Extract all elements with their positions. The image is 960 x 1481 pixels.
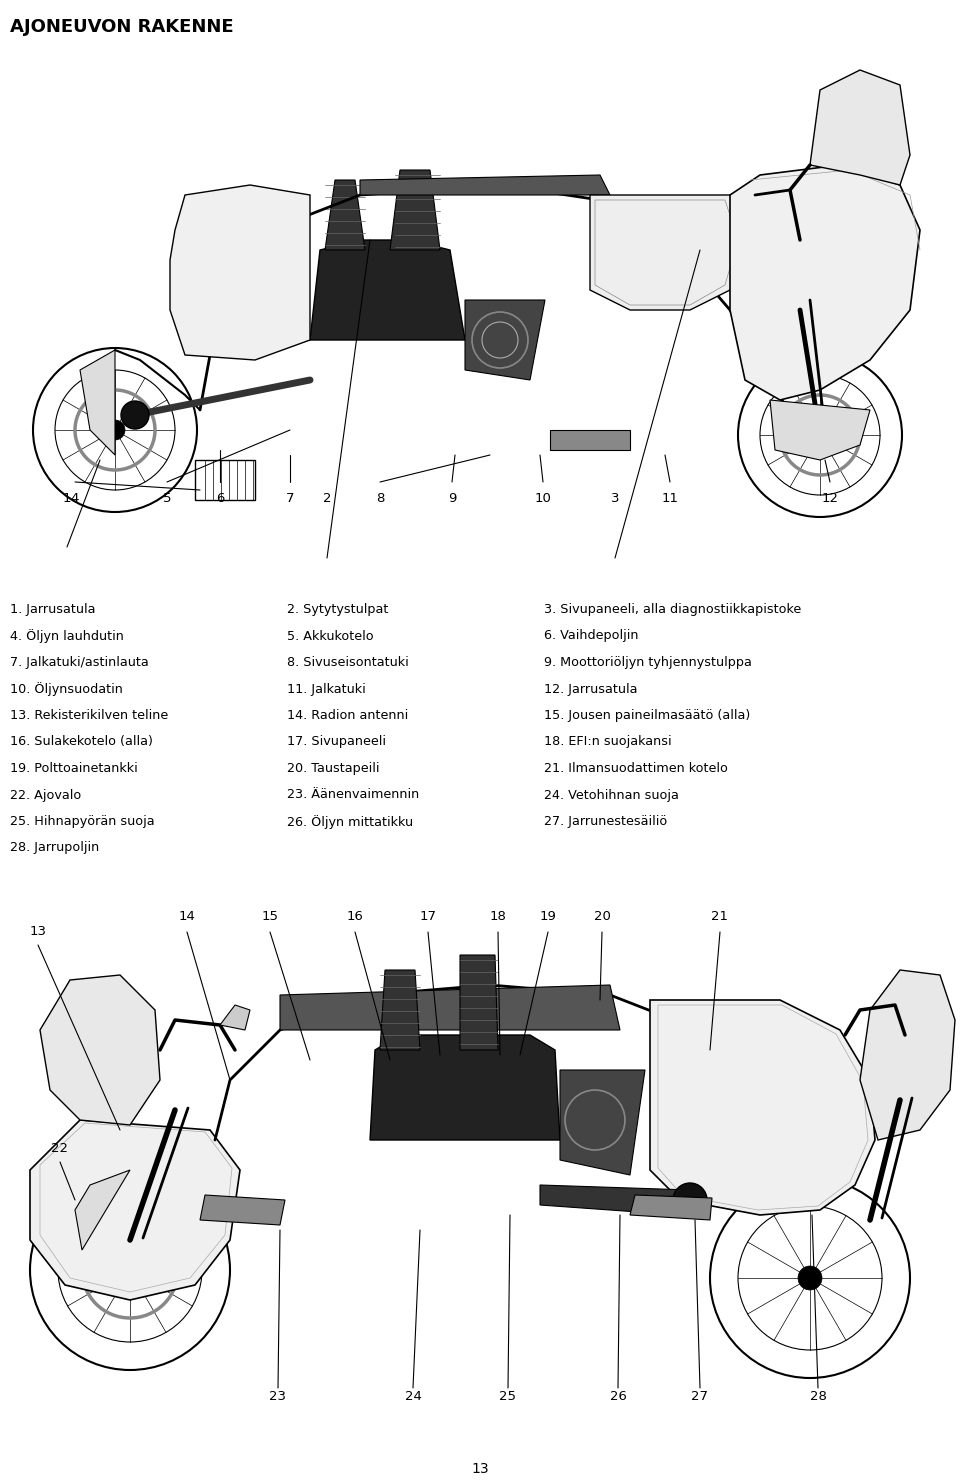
Polygon shape (310, 240, 465, 341)
Polygon shape (540, 1185, 690, 1214)
Polygon shape (40, 974, 160, 1126)
Text: 1. Jarrusatula: 1. Jarrusatula (10, 603, 95, 616)
Polygon shape (325, 181, 365, 250)
Circle shape (105, 421, 125, 440)
Polygon shape (550, 429, 630, 450)
Polygon shape (770, 400, 870, 461)
Polygon shape (80, 350, 115, 455)
Text: 9. Moottoriöljyn tyhjennystulppa: 9. Moottoriöljyn tyhjennystulppa (544, 656, 752, 669)
Polygon shape (380, 970, 420, 1050)
Text: 25. Hihnapyörän suoja: 25. Hihnapyörän suoja (10, 815, 155, 828)
Text: 24. Vetohihnan suoja: 24. Vetohihnan suoja (544, 788, 679, 801)
Polygon shape (170, 185, 310, 360)
Polygon shape (630, 1195, 712, 1220)
Circle shape (121, 401, 149, 429)
Polygon shape (390, 170, 440, 250)
Text: 27. Jarrunestesäiliö: 27. Jarrunestesäiliö (544, 815, 667, 828)
Text: 28: 28 (809, 1391, 827, 1403)
Polygon shape (465, 301, 545, 381)
Text: 15: 15 (261, 909, 278, 923)
Text: 13. Rekisterikilven teline: 13. Rekisterikilven teline (10, 709, 168, 723)
Text: 2: 2 (323, 492, 331, 505)
Text: 12. Jarrusatula: 12. Jarrusatula (544, 683, 637, 696)
Text: 4. Öljyn lauhdutin: 4. Öljyn lauhdutin (10, 629, 124, 643)
Polygon shape (810, 70, 910, 185)
Polygon shape (220, 1006, 250, 1029)
Text: 11. Jalkatuki: 11. Jalkatuki (287, 683, 366, 696)
Text: 6. Vaihdepoljin: 6. Vaihdepoljin (544, 629, 638, 643)
Text: 14: 14 (179, 909, 196, 923)
Text: 3. Sivupaneeli, alla diagnostiikkapistoke: 3. Sivupaneeli, alla diagnostiikkapistok… (544, 603, 802, 616)
Polygon shape (560, 1069, 645, 1174)
Text: 15. Jousen paineilmasäätö (alla): 15. Jousen paineilmasäätö (alla) (544, 709, 751, 723)
Text: 8: 8 (375, 492, 384, 505)
Text: 18. EFI:n suojakansi: 18. EFI:n suojakansi (544, 736, 672, 748)
Polygon shape (30, 1120, 240, 1300)
Text: 16: 16 (347, 909, 364, 923)
Text: 18: 18 (490, 909, 507, 923)
Polygon shape (370, 1035, 560, 1140)
Text: 19: 19 (540, 909, 557, 923)
Polygon shape (200, 1195, 285, 1225)
Text: 2. Sytytystulpat: 2. Sytytystulpat (287, 603, 389, 616)
Text: 25: 25 (499, 1391, 516, 1403)
Text: 22. Ajovalo: 22. Ajovalo (10, 788, 82, 801)
Text: 7: 7 (286, 492, 295, 505)
Polygon shape (590, 195, 745, 310)
Circle shape (673, 1183, 707, 1217)
Polygon shape (650, 1000, 875, 1214)
Text: 23: 23 (270, 1391, 286, 1403)
Text: 1: 1 (62, 492, 71, 505)
Text: 26. Öljyn mittatikku: 26. Öljyn mittatikku (287, 815, 413, 829)
Text: 23. Äänenvaimennin: 23. Äänenvaimennin (287, 788, 420, 801)
Text: 14. Radion antenni: 14. Radion antenni (287, 709, 408, 723)
Text: 13: 13 (471, 1462, 489, 1477)
Text: 4: 4 (71, 492, 79, 505)
Polygon shape (75, 1170, 130, 1250)
Polygon shape (360, 175, 610, 195)
Text: 9: 9 (447, 492, 456, 505)
Text: 28. Jarrupoljin: 28. Jarrupoljin (10, 841, 99, 855)
Polygon shape (280, 985, 620, 1029)
Text: 10. Öljynsuodatin: 10. Öljynsuodatin (10, 683, 123, 696)
Text: 5: 5 (163, 492, 171, 505)
Polygon shape (460, 955, 498, 1050)
Text: 20. Taustapeili: 20. Taustapeili (287, 763, 379, 775)
Text: 6: 6 (216, 492, 225, 505)
Text: 5. Akkukotelo: 5. Akkukotelo (287, 629, 373, 643)
Text: 17: 17 (420, 909, 437, 923)
Text: AJONEUVON RAKENNE: AJONEUVON RAKENNE (10, 18, 233, 36)
Text: 20: 20 (593, 909, 611, 923)
Circle shape (810, 425, 830, 444)
Text: 24: 24 (404, 1391, 421, 1403)
Text: 21. Ilmansuodattimen kotelo: 21. Ilmansuodattimen kotelo (544, 763, 728, 775)
Text: 16. Sulakekotelo (alla): 16. Sulakekotelo (alla) (10, 736, 153, 748)
Circle shape (118, 1257, 142, 1283)
Text: 10: 10 (535, 492, 551, 505)
Polygon shape (860, 970, 955, 1140)
Text: 27: 27 (691, 1391, 708, 1403)
Polygon shape (730, 164, 920, 400)
Text: 17. Sivupaneeli: 17. Sivupaneeli (287, 736, 386, 748)
Text: 11: 11 (661, 492, 679, 505)
Text: 26: 26 (610, 1391, 627, 1403)
Text: 22: 22 (52, 1142, 68, 1155)
Circle shape (798, 1266, 822, 1290)
Text: 7. Jalkatuki/astinlauta: 7. Jalkatuki/astinlauta (10, 656, 149, 669)
Text: 13: 13 (30, 926, 46, 937)
Text: 21: 21 (711, 909, 729, 923)
Text: 8. Sivuseisontatuki: 8. Sivuseisontatuki (287, 656, 409, 669)
Text: 19. Polttoainetankki: 19. Polttoainetankki (10, 763, 137, 775)
Text: 3: 3 (611, 492, 619, 505)
Text: 12: 12 (822, 492, 838, 505)
